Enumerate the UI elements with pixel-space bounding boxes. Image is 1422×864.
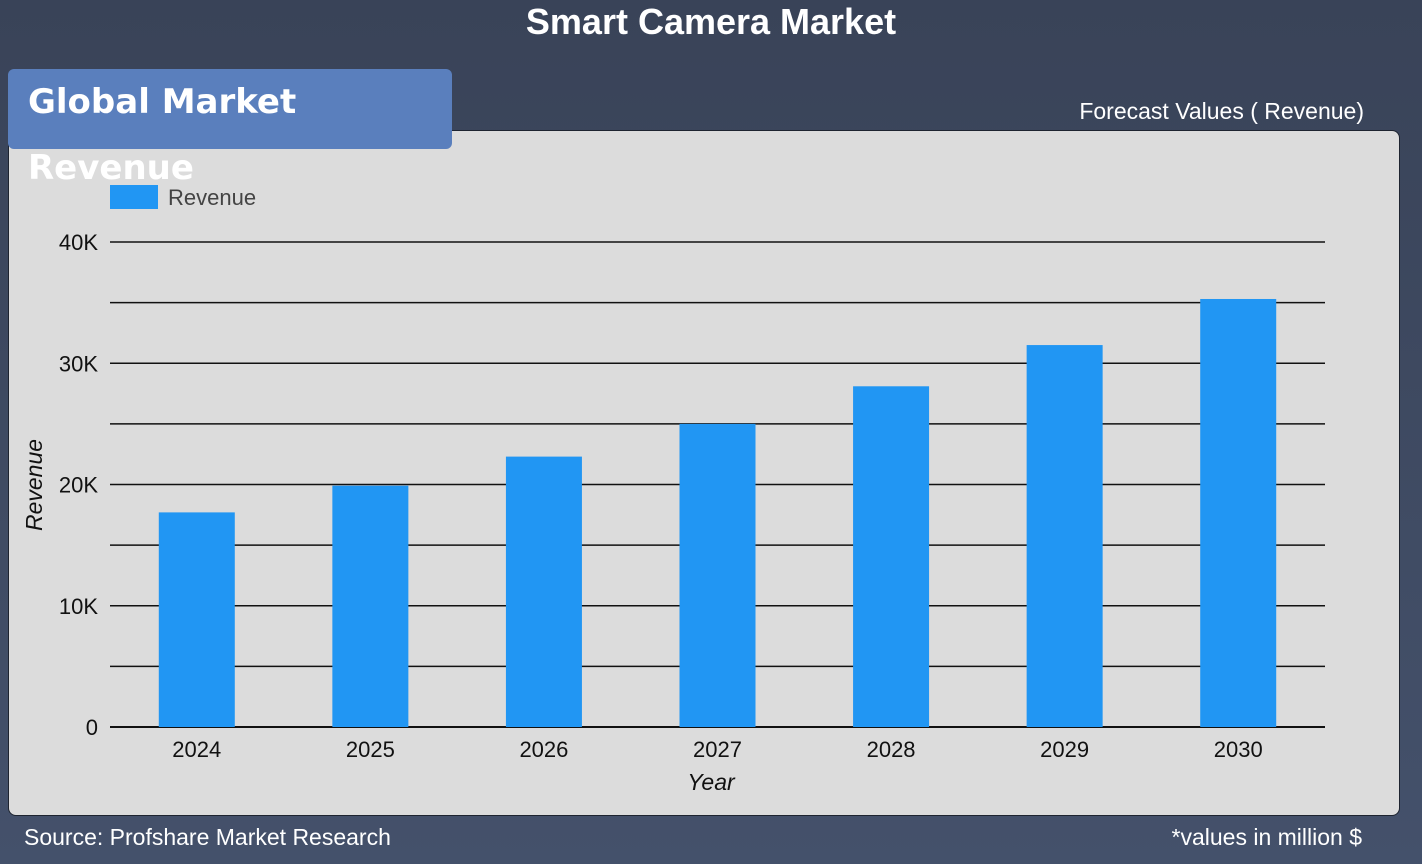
bar-2026 [506, 457, 582, 727]
legend: Revenue [110, 185, 256, 210]
x-tick-label: 2026 [519, 737, 568, 762]
x-tick-label: 2027 [693, 737, 742, 762]
y-tick-label: 40K [59, 230, 98, 255]
x-axis-title: Year [687, 769, 736, 795]
bar-2025 [332, 486, 408, 727]
x-tick-label: 2028 [867, 737, 916, 762]
x-tick-label: 2029 [1040, 737, 1089, 762]
x-tick-label: 2024 [172, 737, 221, 762]
x-tick-labels: 2024 2025 2026 2027 2028 2029 2030 [172, 737, 1262, 762]
units-note: *values in million $ [1172, 824, 1362, 851]
bar-2024 [159, 512, 235, 727]
y-tick-label: 30K [59, 351, 98, 376]
bar-2030 [1200, 299, 1276, 727]
source-note: Source: Profshare Market Research [24, 824, 391, 851]
bar-2027 [680, 424, 756, 727]
y-tick-label: 10K [59, 594, 98, 619]
bar-2029 [1027, 345, 1103, 727]
x-tick-label: 2025 [346, 737, 395, 762]
y-tick-labels: 0 10K 20K 30K 40K [59, 230, 98, 740]
y-tick-label: 20K [59, 473, 98, 498]
y-tick-label: 0 [86, 715, 98, 740]
legend-label: Revenue [168, 185, 256, 210]
legend-swatch [110, 185, 158, 209]
x-tick-label: 2030 [1214, 737, 1263, 762]
bar-2028 [853, 386, 929, 727]
revenue-bar-chart: 010K20K30K40K 2024 2025 2026 2027 2028 2029 20… [0, 0, 1422, 864]
y-axis-title: Revenue [21, 439, 47, 531]
